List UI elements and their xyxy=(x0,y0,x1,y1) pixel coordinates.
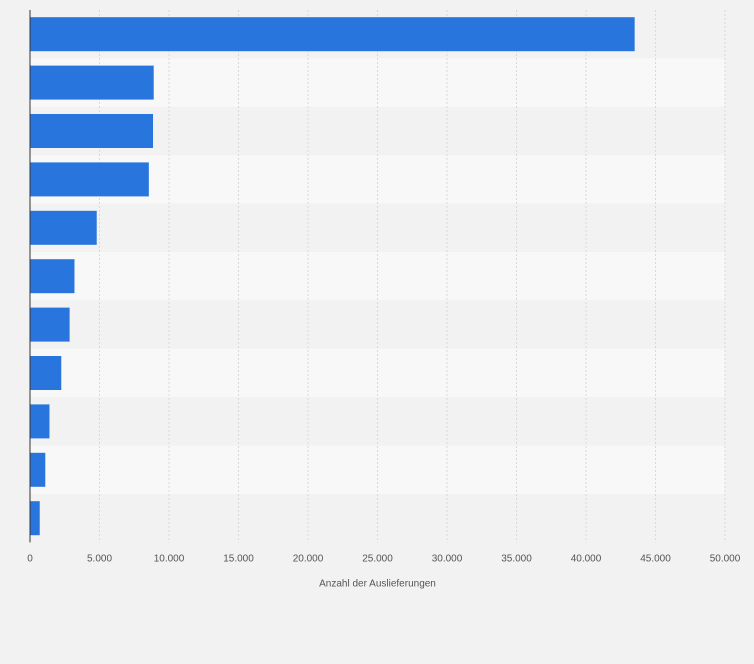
bar[interactable] xyxy=(30,259,75,294)
bar[interactable] xyxy=(30,404,50,439)
bar[interactable] xyxy=(30,356,62,390)
row-band xyxy=(30,300,725,349)
x-tick-label: 15.000 xyxy=(223,553,254,564)
bars xyxy=(30,17,635,536)
row-band xyxy=(30,252,725,301)
x-tick-label: 0 xyxy=(27,553,33,564)
bar[interactable] xyxy=(30,501,40,536)
row-band xyxy=(30,397,725,446)
bar[interactable] xyxy=(30,65,154,100)
x-tick-label: 45.000 xyxy=(640,553,671,564)
bar[interactable] xyxy=(30,210,97,245)
bar[interactable] xyxy=(30,162,149,197)
x-axis-label: Anzahl der Auslieferungen xyxy=(319,578,436,589)
x-tick-label: 20.000 xyxy=(293,553,324,564)
x-tick-label: 50.000 xyxy=(710,553,741,564)
row-band xyxy=(30,348,725,398)
x-tick-labels: 0 5.000 10.000 15.000 20.000 25.000 30.000 35.0… xyxy=(27,553,741,564)
x-tick-label: 40.000 xyxy=(571,553,602,564)
x-tick-label: 30.000 xyxy=(432,553,463,564)
bar[interactable] xyxy=(30,307,70,342)
x-tick-label: 5.000 xyxy=(87,553,112,564)
x-tick-label: 10.000 xyxy=(154,553,185,564)
x-tick-label: 25.000 xyxy=(362,553,393,564)
row-band xyxy=(30,445,725,494)
bar[interactable] xyxy=(30,452,46,487)
x-tick-label: 35.000 xyxy=(501,553,532,564)
bar[interactable] xyxy=(30,17,635,52)
bar[interactable] xyxy=(30,114,154,148)
